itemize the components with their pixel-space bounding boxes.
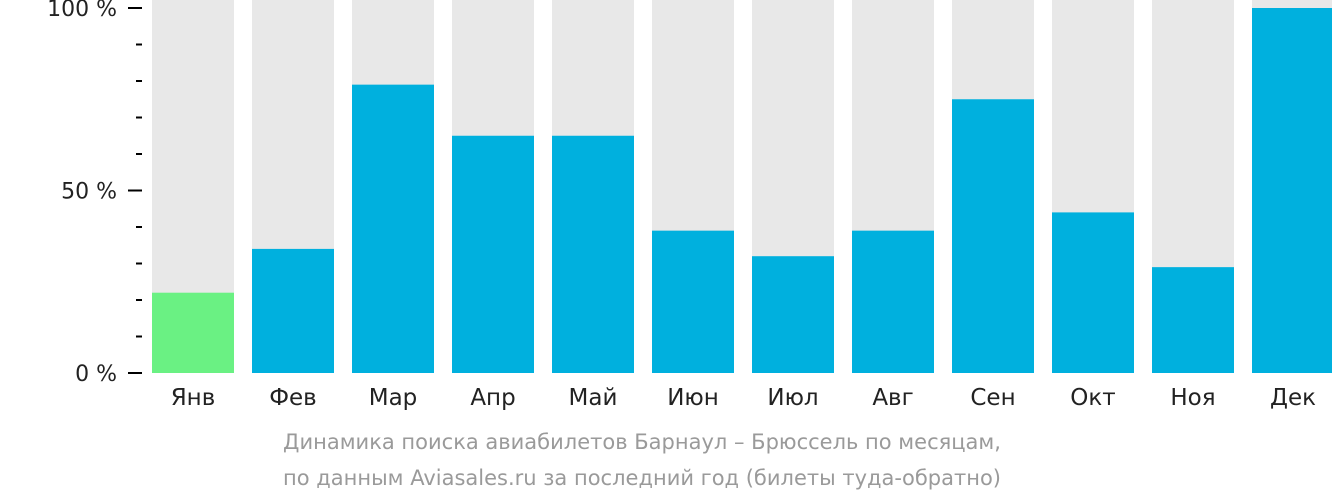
y-tick-label: 0 % <box>75 362 117 387</box>
bar-5 <box>552 135 634 373</box>
x-tick-label: Июн <box>667 385 719 411</box>
bar-1 <box>152 292 234 373</box>
bar-4 <box>452 135 534 373</box>
x-tick-label: Янв <box>171 385 216 411</box>
bar-11 <box>1152 267 1234 373</box>
x-tick-label: Июл <box>767 385 818 411</box>
y-axis: 0 % 50 % 100 % <box>47 0 142 387</box>
chart-caption-line-1: Динамика поиска авиабилетов Барнаул – Бр… <box>283 430 1001 454</box>
bar-6 <box>652 230 734 373</box>
y-tick-label: 100 % <box>47 0 117 22</box>
bar-10 <box>1052 212 1134 373</box>
x-tick-label: Май <box>569 385 618 411</box>
x-tick-label: Сен <box>970 385 1015 411</box>
x-tick-label: Фев <box>269 385 317 411</box>
x-tick-label: Дек <box>1270 385 1316 411</box>
value-bars <box>152 8 1332 374</box>
bar-9 <box>952 99 1034 373</box>
x-axis-labels: Янв Фев Мар Апр Май Июн Июл Авг Сен Окт Ноя Дек <box>171 385 1316 411</box>
x-tick-label: Мар <box>369 385 418 411</box>
x-tick-label: Ноя <box>1170 385 1215 411</box>
bar-2 <box>252 248 334 373</box>
y-tick-label: 50 % <box>61 180 117 205</box>
x-tick-label: Апр <box>470 385 515 411</box>
bar-7 <box>752 256 834 373</box>
bar-8 <box>852 230 934 373</box>
chart-caption-line-2: по данным Aviasales.ru за последний год … <box>283 466 1001 490</box>
x-tick-label: Авг <box>872 385 913 411</box>
bar-chart: 0 % 50 % 100 % Янв Фев Мар Апр Май Июн Июл Авг Сен… <box>47 0 1332 411</box>
bar-12 <box>1252 8 1332 373</box>
bar-3 <box>352 84 434 374</box>
x-tick-label: Окт <box>1070 385 1115 411</box>
